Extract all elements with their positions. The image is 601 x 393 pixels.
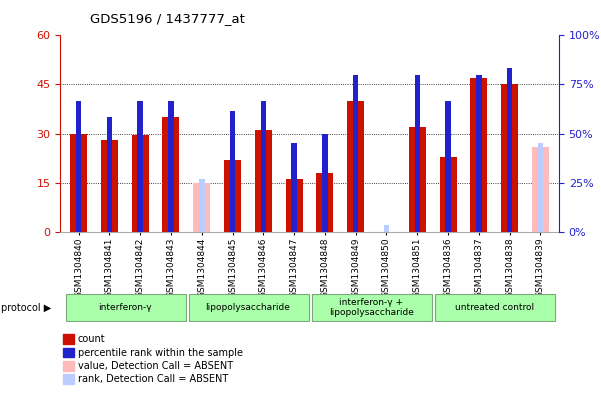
Bar [445, 101, 451, 232]
Bar [439, 156, 457, 232]
Text: untreated control: untreated control [455, 303, 534, 312]
Bar [507, 68, 513, 232]
FancyBboxPatch shape [312, 294, 432, 321]
Bar [199, 180, 204, 232]
Bar [63, 334, 73, 344]
Bar [409, 127, 426, 232]
Text: percentile rank within the sample: percentile rank within the sample [78, 347, 243, 358]
Text: count: count [78, 334, 105, 344]
Bar [317, 173, 334, 232]
Text: interferon-γ: interferon-γ [98, 303, 151, 312]
Bar [168, 101, 174, 232]
Bar [162, 117, 180, 232]
Bar [538, 143, 543, 232]
Text: protocol ▶: protocol ▶ [1, 303, 51, 312]
Bar [63, 375, 73, 384]
Bar [322, 134, 328, 232]
Bar [415, 75, 420, 232]
Bar [383, 225, 389, 232]
Text: GDS5196 / 1437777_at: GDS5196 / 1437777_at [90, 12, 245, 25]
Bar [76, 101, 81, 232]
Bar [70, 134, 87, 232]
Bar [101, 140, 118, 232]
Bar [255, 130, 272, 232]
Bar [532, 147, 549, 232]
Bar [501, 84, 518, 232]
Bar [194, 183, 210, 232]
Bar [106, 117, 112, 232]
Bar [138, 101, 143, 232]
Text: value, Detection Call = ABSENT: value, Detection Call = ABSENT [78, 361, 233, 371]
Bar [353, 75, 358, 232]
Text: interferon-γ +
lipopolysaccharide: interferon-γ + lipopolysaccharide [329, 298, 413, 317]
Text: rank, Detection Call = ABSENT: rank, Detection Call = ABSENT [78, 374, 228, 384]
FancyBboxPatch shape [189, 294, 309, 321]
Text: lipopolysaccharide: lipopolysaccharide [206, 303, 290, 312]
Bar [63, 361, 73, 371]
Bar [261, 101, 266, 232]
FancyBboxPatch shape [66, 294, 186, 321]
Bar [63, 348, 73, 357]
Bar [224, 160, 241, 232]
Bar [347, 101, 364, 232]
Bar [285, 180, 302, 232]
Bar [230, 111, 236, 232]
Bar [471, 78, 487, 232]
Bar [132, 135, 148, 232]
Bar [476, 75, 481, 232]
FancyBboxPatch shape [435, 294, 555, 321]
Bar [291, 143, 297, 232]
